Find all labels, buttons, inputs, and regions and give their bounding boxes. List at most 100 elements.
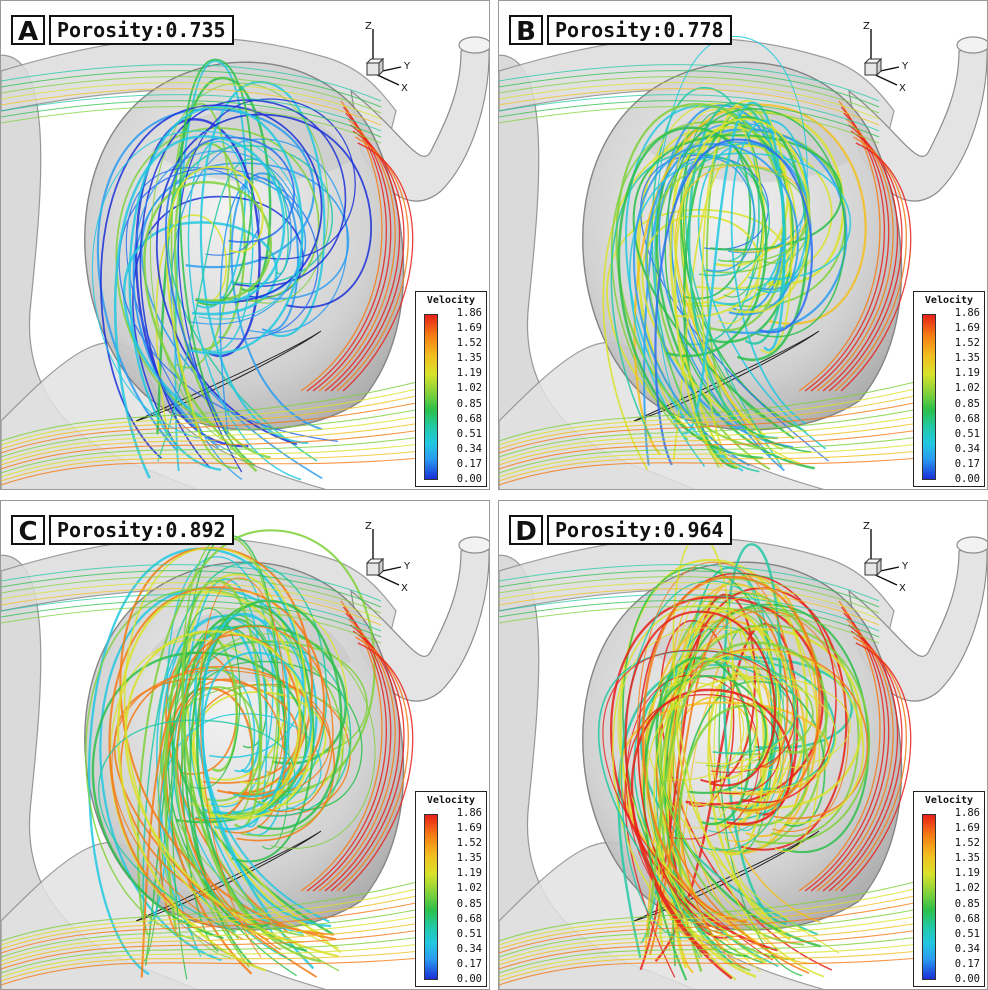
streamline — [499, 894, 920, 950]
streamline — [676, 657, 786, 935]
streamline — [120, 665, 336, 936]
streamline — [199, 80, 326, 445]
axis-y-label: Y — [403, 561, 411, 572]
streamline — [499, 450, 920, 482]
axis-y-label: Y — [403, 61, 411, 72]
streamline — [730, 119, 810, 425]
streamline — [840, 642, 912, 892]
streamline — [499, 582, 880, 620]
streamline — [157, 633, 376, 959]
axis-triad-icon: Z YX — [365, 21, 411, 94]
streamline — [499, 957, 920, 986]
streamline — [499, 600, 880, 638]
streamline — [1, 415, 422, 462]
streamline — [115, 127, 320, 427]
streamline — [499, 415, 920, 462]
legend-tick-label: 1.35 — [954, 352, 980, 365]
legend-tick-label: 0.00 — [456, 973, 482, 985]
streamline — [1, 894, 422, 950]
legend-tick-label: 1.69 — [456, 822, 482, 835]
legend-tick-label: 1.86 — [954, 807, 980, 819]
legend-tick-label: 1.52 — [954, 837, 980, 850]
legend-tick-label: 0.00 — [954, 473, 980, 485]
streamline — [1, 82, 382, 120]
legend-tick-label: 1.52 — [456, 337, 482, 350]
aneurysm-scene — [1, 36, 489, 489]
streamline — [132, 150, 303, 456]
streamline — [1, 394, 422, 450]
streamline — [1, 100, 382, 138]
panel-label: D Porosity:0.964 — [509, 515, 732, 547]
streamline — [499, 429, 920, 470]
streamline — [499, 922, 920, 966]
streamline — [659, 592, 827, 961]
streamline — [1, 380, 422, 442]
streamline — [124, 630, 339, 958]
streamline — [181, 579, 322, 963]
streamline — [499, 82, 880, 120]
legend-title: Velocity — [426, 795, 476, 806]
streamline — [499, 380, 920, 442]
streamline — [499, 887, 920, 946]
streamline — [677, 704, 810, 972]
streamline — [499, 880, 920, 942]
legend-tick-label: 1.35 — [456, 352, 482, 365]
streamline — [674, 118, 811, 468]
streamline — [91, 130, 304, 439]
velocity-legend: Velocity 1.86 1.69 1.52 1.35 1.19 1.02 0.85 0.6… — [415, 791, 487, 987]
panel-letter: B — [509, 15, 543, 47]
streamline — [1, 70, 382, 108]
legend-tick-label: 1.35 — [456, 852, 482, 865]
streamline — [219, 177, 292, 434]
streamline — [1, 429, 422, 470]
streamline — [342, 642, 414, 892]
streamline — [1, 908, 422, 958]
streamline — [499, 408, 920, 458]
legend-tick-label: 0.51 — [954, 427, 980, 440]
streamline — [612, 604, 796, 944]
streamline — [187, 140, 302, 481]
streamline — [1, 408, 422, 458]
streamline — [157, 158, 289, 462]
axis-z-label: Z — [365, 521, 372, 532]
color-bar — [922, 314, 936, 480]
legend-ticks: 1.86 1.69 1.52 1.35 1.19 1.02 0.85 0.68 0.51 0.34… — [940, 808, 984, 985]
streamline — [139, 99, 347, 469]
legend-tick-label: 1.19 — [954, 367, 980, 380]
streamline — [723, 543, 787, 925]
streamline — [1, 929, 422, 970]
streamline — [1, 606, 382, 644]
streamline — [128, 105, 304, 471]
legend-tick-label: 1.69 — [954, 822, 980, 835]
legend-tick-label: 0.85 — [456, 897, 482, 910]
aneurysm-scene — [1, 529, 489, 989]
streamline — [188, 669, 277, 938]
streamline — [1, 922, 422, 966]
legend-tick-label: 1.86 — [456, 307, 482, 319]
streamline — [1, 422, 422, 466]
legend-tick-label: 1.86 — [456, 807, 482, 819]
velocity-legend: Velocity 1.86 1.69 1.52 1.35 1.19 1.02 0.85 0.6… — [913, 791, 985, 987]
streamline — [91, 651, 308, 940]
streamline — [179, 58, 256, 467]
legend-tick-label: 0.68 — [456, 412, 482, 425]
streamline — [840, 142, 912, 392]
panel-label: A Porosity:0.735 — [11, 15, 234, 47]
streamline — [499, 94, 880, 132]
streamline — [499, 576, 880, 614]
legend-tick-label: 0.17 — [954, 457, 980, 470]
legend-tick-label: 0.68 — [954, 912, 980, 925]
porosity-label: Porosity:0.735 — [49, 15, 234, 45]
streamline — [499, 106, 880, 144]
legend-tick-label: 1.69 — [954, 322, 980, 335]
streamline — [624, 610, 777, 957]
legend-tick-label: 0.51 — [954, 927, 980, 940]
axis-x-label: X — [401, 583, 408, 594]
axis-y-label: Y — [901, 61, 909, 72]
streamline — [499, 70, 880, 108]
streamline — [629, 152, 852, 467]
streamline — [116, 590, 301, 972]
streamline — [499, 100, 880, 138]
